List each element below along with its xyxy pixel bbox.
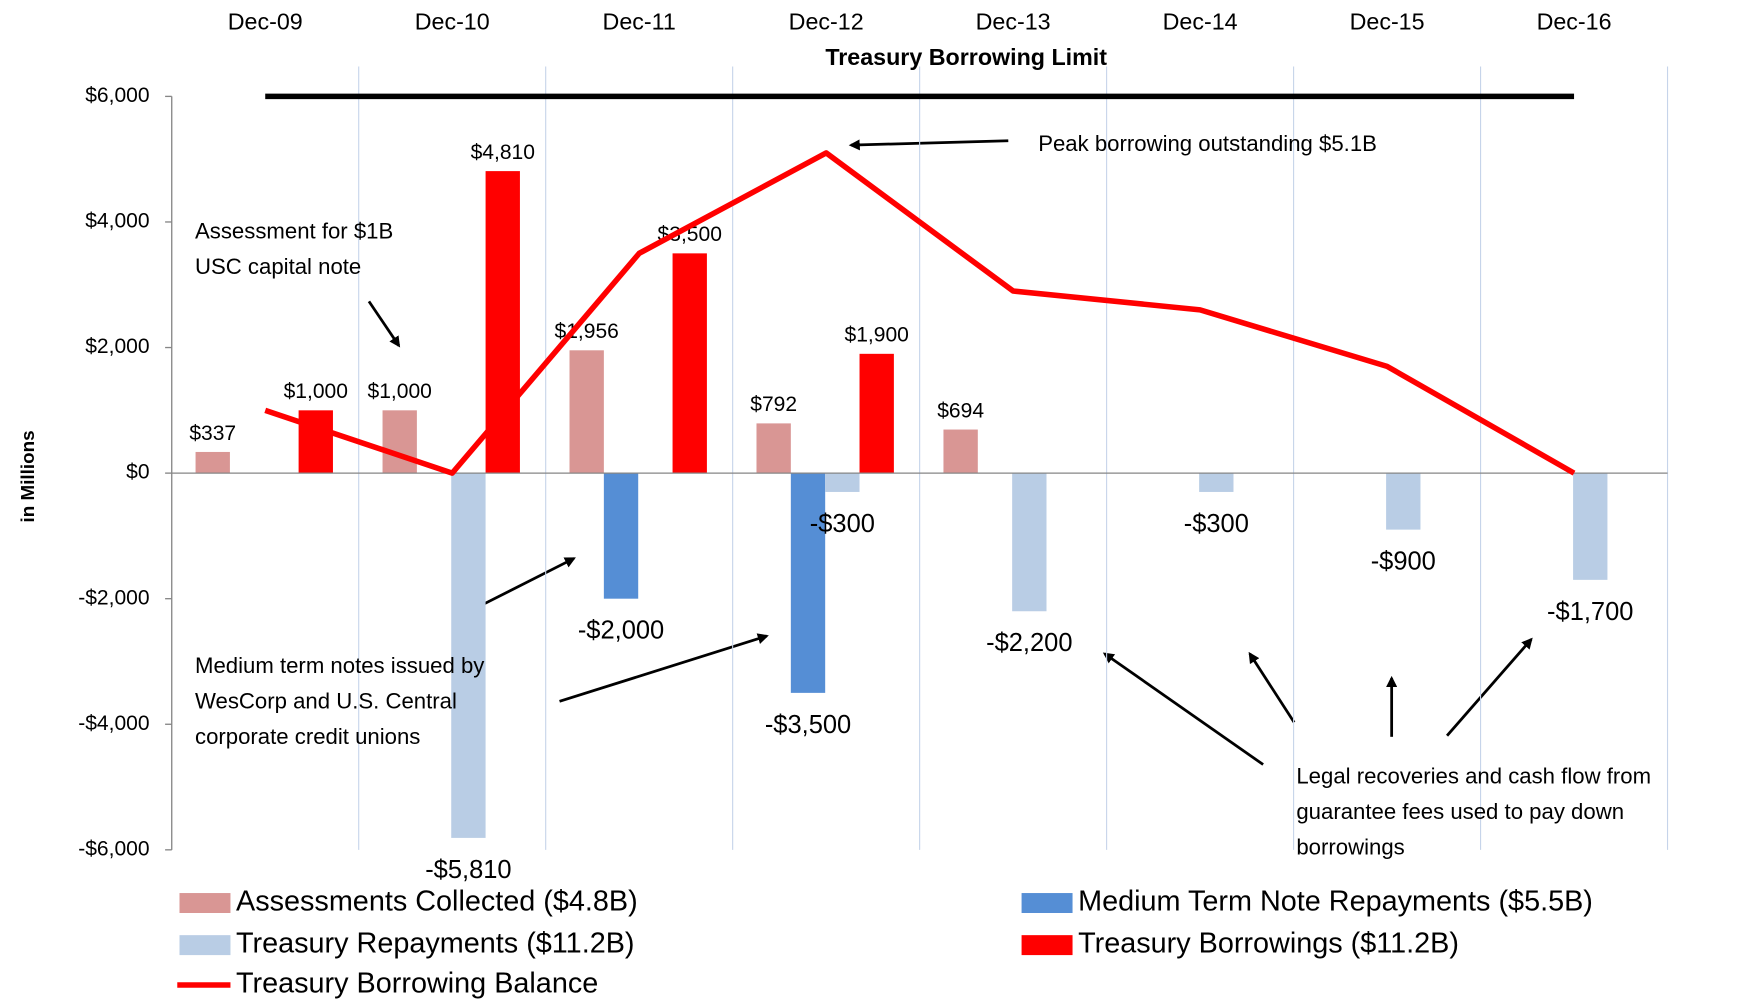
data-label: $792	[750, 393, 797, 416]
data-label: $1,000	[368, 380, 432, 403]
legend-label: Assessments Collected ($4.8B)	[236, 886, 638, 918]
annotation: WesCorp and U.S. Central	[195, 688, 457, 713]
data-label: $4,810	[471, 141, 535, 164]
y-tick-label: $2,000	[85, 335, 149, 358]
legend-swatch	[1021, 935, 1073, 956]
y-axis-label: in Millions	[17, 430, 38, 522]
y-tick-label: -$6,000	[78, 837, 149, 860]
bar	[1012, 473, 1047, 612]
legend-swatch	[179, 935, 231, 956]
bar	[756, 423, 791, 474]
data-label: $1,900	[845, 324, 909, 347]
limit-label: Treasury Borrowing Limit	[825, 44, 1107, 70]
x-tick-label: Dec-14	[1163, 8, 1238, 34]
annotation: borrowings	[1296, 835, 1404, 860]
x-tick-label: Dec-15	[1350, 8, 1425, 34]
arrow	[1102, 652, 1264, 766]
annotation: USC capital note	[195, 254, 361, 279]
y-tick-label: -$4,000	[78, 712, 149, 735]
bar	[672, 253, 707, 474]
y-tick-label: $6,000	[85, 84, 149, 107]
data-label: -$900	[1371, 548, 1436, 576]
legend-swatch	[1021, 893, 1073, 913]
data-label: $694	[937, 399, 984, 422]
x-tick-label: Dec-12	[789, 8, 864, 34]
legend-label: Treasury Repayments ($11.2B)	[236, 928, 635, 960]
y-tick-label: -$2,000	[78, 586, 149, 609]
y-tick-label: $4,000	[85, 210, 149, 233]
data-label: -$2,200	[986, 629, 1072, 657]
x-tick-label: Dec-13	[976, 8, 1051, 34]
legend-swatch	[179, 893, 231, 913]
bar	[195, 451, 230, 474]
data-label: $337	[189, 422, 236, 445]
bar	[1573, 473, 1608, 580]
data-label: -$5,810	[425, 856, 511, 884]
arrow	[559, 633, 769, 703]
x-tick-label: Dec-16	[1537, 8, 1612, 34]
bar	[825, 473, 860, 492]
legend-label: Treasury Borrowings ($11.2B)	[1078, 928, 1459, 960]
data-label: $1,000	[284, 380, 348, 403]
x-tick-label: Dec-11	[603, 8, 676, 34]
x-tick-label: Dec-09	[228, 8, 303, 34]
bar	[451, 473, 486, 838]
bar	[569, 350, 604, 474]
data-label: -$2,000	[578, 617, 664, 645]
legend-label: Treasury Borrowing Balance	[236, 968, 598, 1000]
data-label: $3,500	[658, 223, 722, 246]
arrow	[848, 139, 1009, 151]
annotation: Peak borrowing outstanding $5.1B	[1038, 131, 1377, 156]
bar	[603, 473, 639, 599]
balance-line	[264, 150, 1576, 476]
bar	[859, 353, 894, 474]
plot: in Millions -$6,000 -$4,000 -$2,000 $0 $2,00…	[17, 8, 1669, 1000]
data-label: -$300	[810, 510, 875, 538]
arrow	[1446, 637, 1533, 737]
arrow	[1248, 651, 1296, 724]
legend-label: Medium Term Note Repayments ($5.5B)	[1078, 886, 1593, 918]
y-tick-label: $0	[126, 461, 149, 484]
data-label: -$1,700	[1547, 598, 1633, 626]
annotation: guarantee fees used to pay down	[1296, 799, 1624, 824]
arrow	[367, 300, 401, 348]
bar	[943, 429, 978, 474]
data-label: -$3,500	[765, 711, 851, 739]
data-label: -$300	[1184, 510, 1249, 538]
x-tick-label: Dec-10	[415, 8, 490, 34]
annotation: Legal recoveries and cash flow from	[1296, 764, 1651, 789]
bar	[298, 410, 333, 474]
bar	[485, 171, 520, 474]
arrow	[479, 557, 576, 608]
annotation: corporate credit unions	[195, 724, 420, 749]
bar	[382, 410, 417, 474]
bar	[1386, 473, 1421, 530]
bar	[790, 473, 826, 693]
bar	[1199, 473, 1234, 492]
annotation: Assessment for $1B	[195, 219, 393, 244]
annotation: Medium term notes issued by	[195, 653, 485, 678]
